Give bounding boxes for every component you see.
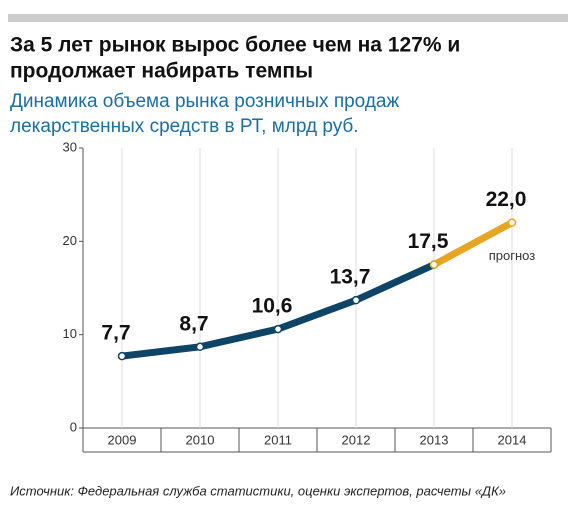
- chart-subtitle: Динамика объема рынка розничных продаж: [10, 91, 399, 112]
- x-tick-label: 2014: [498, 432, 527, 447]
- x-tick-label: 2010: [186, 432, 215, 447]
- line: [430, 219, 516, 269]
- chart-subtitle: лекарственных средств в РТ, млрд руб.: [10, 116, 359, 137]
- data-label: 8,7: [179, 312, 208, 335]
- y-tick-label: 0: [70, 419, 77, 434]
- data-label: 13,7: [330, 266, 371, 289]
- data-label: 10,6: [252, 295, 293, 318]
- x-tick-label: 2011: [264, 432, 292, 447]
- point: [351, 295, 361, 305]
- x-tick-label: 2012: [342, 432, 371, 447]
- annotation: прогноз: [489, 248, 536, 263]
- chart-title: За 5 лет рынок вырос более чем на 127% и: [10, 34, 460, 57]
- chart-title: продолжает набирать темпы: [10, 60, 313, 83]
- source: Источник: Федеральная служба статистики,…: [10, 483, 506, 498]
- x-tick-label: 2009: [108, 432, 137, 447]
- point: [429, 260, 439, 269]
- top-bar: [8, 14, 568, 22]
- point: [195, 342, 205, 352]
- y-tick-label: 20: [63, 233, 77, 248]
- point: [117, 351, 127, 361]
- point: [507, 218, 517, 227]
- y-tick-label: 10: [63, 326, 77, 341]
- x-tick-label: 2013: [420, 432, 449, 447]
- point: [273, 324, 283, 334]
- y-tick-label: 30: [63, 139, 77, 154]
- data-label: 17,5: [408, 230, 449, 253]
- data-label: 7,7: [101, 322, 130, 345]
- data-label: 22,0: [486, 188, 527, 211]
